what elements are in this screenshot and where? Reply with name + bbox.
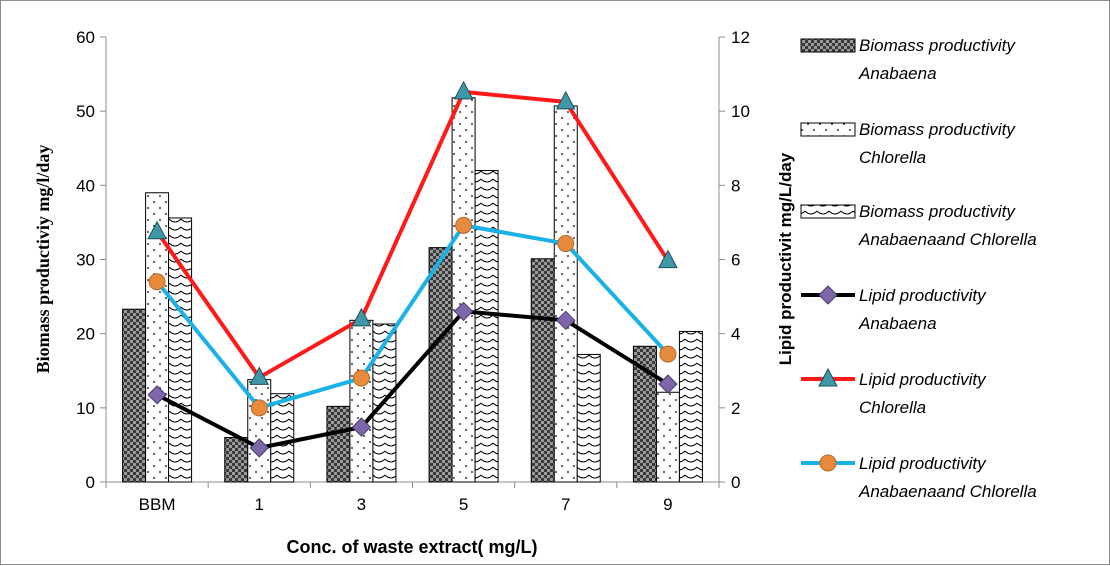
line-point-diamond [658, 374, 678, 394]
legend-label: Anabaenaand Chlorella [858, 482, 1037, 501]
y2-tick-label: 12 [731, 28, 750, 47]
bar-wave [678, 330, 703, 483]
y-tick-label: 20 [76, 325, 95, 344]
line-point-triangle [351, 307, 372, 327]
line-point-triangle [147, 220, 167, 240]
bar-wave [168, 217, 193, 483]
bar-dark-checker [428, 247, 453, 483]
y2-tick-label: 10 [731, 102, 750, 121]
x-tick-label: 3 [357, 495, 366, 514]
line-point-triangle [453, 80, 474, 100]
legend-label: Biomass productivity [859, 120, 1016, 139]
y2-tick-label: 8 [731, 176, 740, 195]
legend-swatch-dots [800, 122, 856, 137]
legend-label: Lipid productivity [859, 454, 987, 473]
legend-marker-diamond [818, 285, 838, 305]
legend-label: Chlorella [859, 148, 926, 167]
line-point-diamond [249, 438, 269, 458]
plot-area: 0 10 20 30 40 50 60 0 2 4 6 8 10 12 BBM 1 3 5 7 9 [76, 28, 750, 514]
line-point-diamond [351, 417, 372, 437]
line-point-triangle [249, 366, 270, 385]
line-point-diamond [147, 385, 167, 405]
bar-wave [576, 353, 601, 483]
line-point-circle [250, 399, 268, 417]
y2-axis-title: Lipid productivit mg/L/day [776, 152, 795, 365]
x-axis-title: Conc. of waste extract( mg/L) [286, 537, 537, 557]
line-series-triangle [155, 89, 670, 380]
line-point-circle [455, 216, 473, 234]
legend-marker-circle [819, 454, 837, 472]
legend-label: Biomass productivity [859, 36, 1016, 55]
x-tick-label: 1 [255, 495, 264, 514]
legend-label: Anabaenaand Chlorella [858, 230, 1037, 249]
x-tick-label: BBM [139, 495, 176, 514]
y-tick-label: 10 [76, 399, 95, 418]
legend-swatch-wave [800, 204, 856, 219]
legend-swatch-dark-checker [800, 38, 856, 53]
legend-marker-triangle [818, 367, 838, 387]
y2-tick-label: 0 [731, 473, 740, 492]
bar-dots [451, 97, 476, 483]
line-point-circle [659, 345, 677, 363]
y2-tick-label: 6 [731, 251, 740, 270]
bar-dots [553, 105, 578, 483]
bar-wave [474, 170, 499, 483]
y-tick-label: 60 [76, 28, 95, 47]
legend-label: Lipid productivity [859, 286, 987, 305]
line-point-circle [148, 273, 166, 291]
bar-dots [655, 391, 680, 483]
legend-label: Lipid productivity [859, 370, 987, 389]
y-tick-label: 40 [76, 176, 95, 195]
y2-tick-label: 2 [731, 399, 740, 418]
line-point-diamond [453, 301, 474, 322]
bar-dots [349, 319, 374, 483]
bar-dark-checker [326, 405, 351, 483]
bar-dark-checker [122, 308, 147, 483]
line-point-circle [557, 235, 575, 253]
legend-label: Anabaena [858, 64, 937, 83]
bar-dark-checker [530, 258, 555, 483]
x-tick-label: 5 [459, 495, 468, 514]
line-series-circle [155, 223, 670, 410]
y-tick-label: 50 [76, 102, 95, 121]
legend-label: Chlorella [859, 398, 926, 417]
x-tick-label: 9 [663, 495, 672, 514]
legend: Biomass productivity Anabaena Biomass prod… [800, 36, 1037, 501]
legend-label: Anabaena [858, 314, 937, 333]
y-tick-label: 30 [76, 251, 95, 270]
y-tick-label: 0 [86, 473, 95, 492]
legend-label: Biomass productivity [859, 202, 1016, 221]
y-axis-title: Biomass productiviy mg/l/day [33, 145, 53, 374]
bar-dark-checker [224, 437, 249, 483]
line-point-diamond [556, 310, 576, 331]
line-point-triangle [658, 249, 678, 269]
line-point-triangle [555, 90, 576, 110]
line-point-circle [352, 369, 370, 387]
y2-tick-label: 4 [731, 325, 740, 344]
x-tick-label: 7 [561, 495, 570, 514]
bar-wave [270, 393, 295, 483]
line-series-diamond [156, 309, 669, 450]
